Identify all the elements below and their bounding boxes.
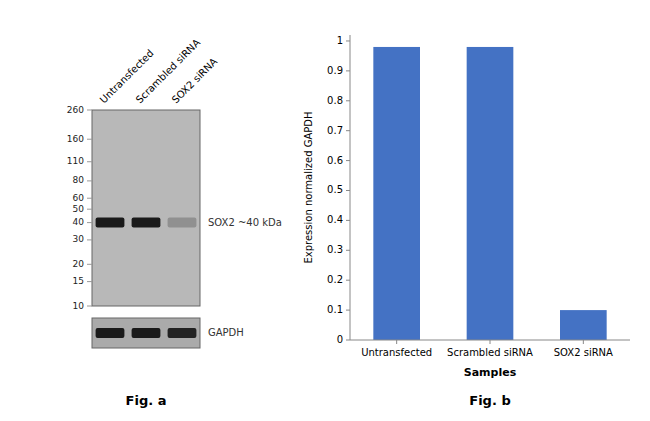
gapdh-band (168, 328, 197, 338)
y-tick-label: 0 (337, 334, 343, 345)
y-tick (346, 310, 350, 311)
ladder-tick (87, 222, 92, 223)
y-tick-label: 0.4 (327, 214, 343, 225)
y-tick (346, 190, 350, 191)
ladder-tick (87, 264, 92, 265)
y-tick-label: 0.5 (327, 184, 343, 195)
y-tick (346, 220, 350, 221)
y-tick-label: 0.7 (327, 125, 343, 136)
ladder-tick (87, 239, 92, 240)
background (0, 0, 650, 421)
lane-label: SOX2 siRNA (170, 56, 220, 106)
band-label: SOX2 ~40 kDa (208, 217, 282, 228)
bar (467, 47, 514, 340)
x-tick-label: SOX2 siRNA (554, 347, 613, 358)
gapdh-band (132, 328, 161, 338)
ladder-tick (87, 306, 92, 307)
x-tick (396, 340, 397, 344)
y-axis (350, 35, 351, 340)
y-tick (346, 250, 350, 251)
ladder-label: 110 (67, 156, 84, 166)
ladder-label: 160 (67, 134, 84, 144)
bar-panel: 0 0.1 0.2 0.3 0.4 0.5 0.6 0.7 0.8 0.9 1 Untransfect… (303, 35, 630, 408)
panel-label: Fig. b (469, 393, 510, 408)
ladder-label: 260 (67, 105, 84, 115)
y-tick-label: 0.8 (327, 95, 343, 106)
y-tick-label: 0.2 (327, 274, 343, 285)
y-tick-label: 0.3 (327, 244, 343, 255)
panel-label: Fig. a (126, 393, 167, 408)
y-tick (346, 130, 350, 131)
y-tick (346, 100, 350, 101)
band (96, 218, 125, 228)
ladder-tick (87, 161, 92, 162)
y-tick-label: 0.1 (327, 304, 343, 315)
blot-panel: 2601601108060504030201510UntransfectedSc… (67, 37, 282, 408)
ladder-tick (87, 110, 92, 111)
ladder-tick (87, 281, 92, 282)
y-tick-label: 0.9 (327, 65, 343, 76)
ladder-label: 10 (73, 301, 85, 311)
ladder-tick (87, 180, 92, 181)
x-tick-label: Scrambled siRNA (447, 347, 533, 358)
bars (373, 47, 606, 340)
x-axis-label: Samples (464, 366, 517, 379)
band (132, 218, 161, 228)
x-tick-label: Untransfected (361, 347, 432, 358)
y-tick (346, 40, 350, 41)
y-tick (346, 160, 350, 161)
gapdh-strip (92, 318, 200, 348)
y-axis-label: Expression normalized GAPDH (303, 111, 314, 263)
figure: 2601601108060504030201510UntransfectedSc… (0, 0, 650, 421)
bar (560, 310, 607, 340)
y-tick-label: 1 (337, 35, 343, 46)
ladder-label: 40 (73, 217, 85, 227)
bar (373, 47, 420, 340)
lane-label: Scrambled siRNA (134, 37, 203, 106)
gapdh-label: GAPDH (208, 327, 244, 338)
ladder-tick (87, 139, 92, 140)
ladder-label: 60 (73, 193, 85, 203)
x-tick (490, 340, 491, 344)
band (168, 218, 197, 228)
ladder-label: 30 (73, 234, 85, 244)
ladder-label: 20 (73, 259, 85, 269)
ladder-tick (87, 209, 92, 210)
y-tick (346, 280, 350, 281)
gapdh-band (96, 328, 125, 338)
ladder-label: 50 (73, 204, 85, 214)
ladder-label: 15 (73, 276, 84, 286)
y-tick-label: 0.6 (327, 155, 343, 166)
y-tick (346, 340, 350, 341)
ladder-label: 80 (73, 175, 85, 185)
x-tick (583, 340, 584, 344)
ladder-tick (87, 198, 92, 199)
blot-membrane (92, 110, 200, 306)
y-tick (346, 70, 350, 71)
